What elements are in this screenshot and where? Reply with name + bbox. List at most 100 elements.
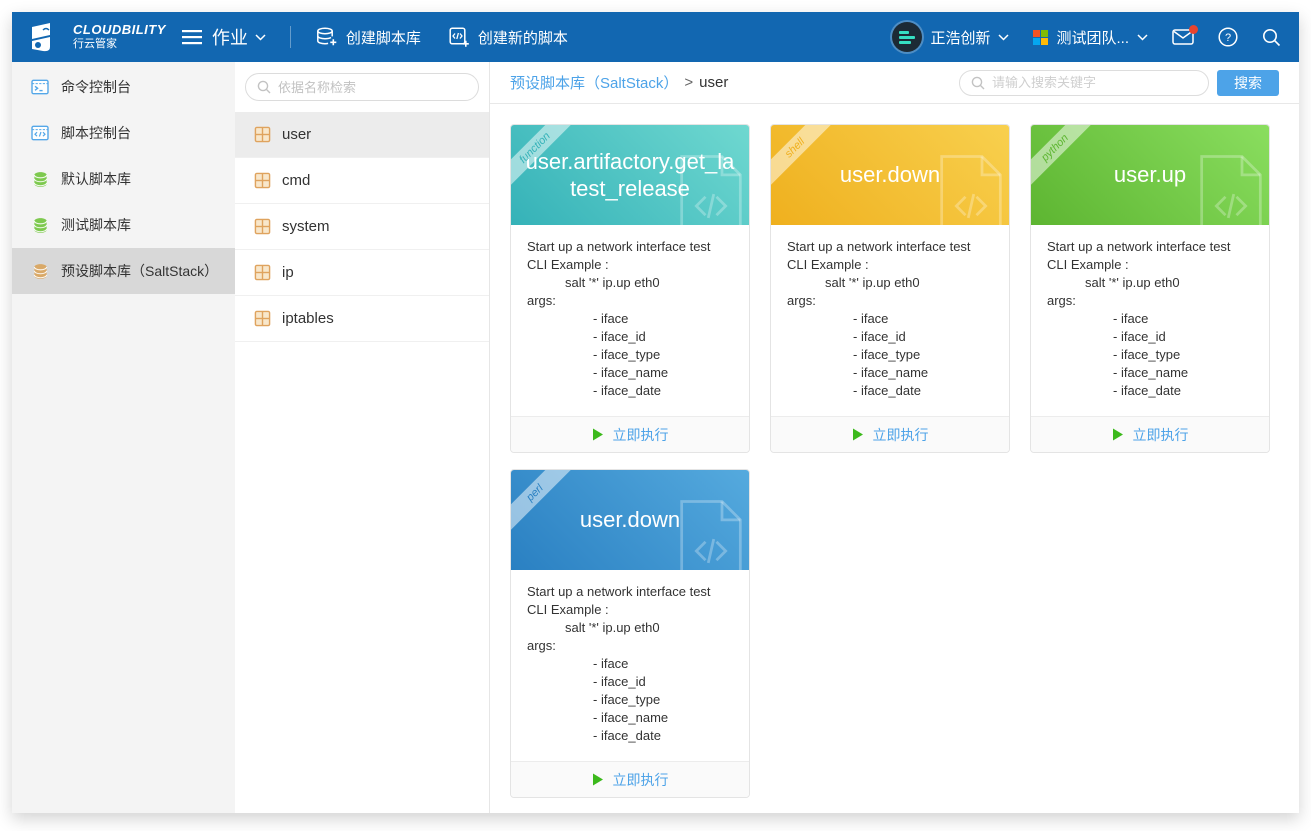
sidebar-item-label: 默认脚本库 [61,171,131,187]
description-line: - iface_name [1113,365,1189,380]
user-dropdown[interactable]: 正浩创新 [892,22,1010,52]
description-line: - iface_id [593,674,646,689]
terminal-icon [31,79,49,95]
description-line: - iface [853,311,889,326]
script-card[interactable]: perl user.down Start up a network interf… [510,469,750,798]
main-panel: 预设脚本库（SaltStack） > user 搜索 function user… [490,62,1299,813]
script-card[interactable]: shell user.down Start up a network inter… [770,124,1010,453]
script-description: Start up a network interface test CLI Exa… [771,225,1009,416]
description-line: Start up a network interface test [527,584,711,599]
team-name: 测试团队... [1056,29,1129,47]
team-logo-icon [1033,29,1049,45]
menu-icon[interactable] [181,29,202,45]
database-icon [31,217,49,234]
script-card-header: shell user.down [771,125,1009,225]
mail-icon[interactable] [1172,25,1198,45]
run-now-button[interactable]: 立即执行 [1031,416,1269,452]
chevron-down-icon [1137,33,1148,41]
description-line: - iface_type [593,692,661,707]
script-file-icon [678,152,744,225]
script-file-icon [678,497,744,570]
description-line: - iface_date [593,728,661,743]
description-line: CLI Example : [527,602,609,617]
grid-icon [254,310,271,327]
chevron-down-icon [255,33,266,41]
script-search-input[interactable] [992,75,1197,90]
sidebar-item-2[interactable]: 脚本控制台 [12,110,235,156]
team-dropdown[interactable]: 测试团队... [1033,27,1148,48]
svg-text:?: ? [1225,32,1231,44]
breadcrumb-separator: > [684,74,694,91]
topbar-divider [289,26,291,48]
module-dropdown[interactable]: 作业 [212,24,266,50]
script-group-list: user cmd system ip iptables [235,112,489,342]
unread-badge [1189,25,1198,34]
script-card-header: function user.artifactory.get_latest_rel… [511,125,749,225]
script-file-icon [938,152,1004,225]
script-search-box[interactable] [959,69,1209,96]
script-group-item[interactable]: system [235,204,489,250]
description-line: CLI Example : [787,257,869,272]
description-line: args: [527,293,556,308]
description-line: - iface_type [853,347,921,362]
language-ribbon: python [1031,125,1098,191]
script-file-icon [1198,152,1264,225]
sidebar-item-4[interactable]: 测试脚本库 [12,202,235,248]
create-script-library-button[interactable]: 创建脚本库 [315,27,421,48]
play-icon [852,428,864,441]
brand-subtitle: 行云管家 [73,38,117,51]
script-card[interactable]: function user.artifactory.get_latest_rel… [510,124,750,453]
description-line: - iface_id [853,329,906,344]
script-group-item[interactable]: ip [235,250,489,296]
description-line: - iface_type [1113,347,1181,362]
description-line: - iface_id [1113,329,1166,344]
breadcrumb-parent-link[interactable]: 预设脚本库（SaltStack） [510,75,679,92]
description-line: - iface_date [1113,383,1181,398]
play-icon [592,773,604,786]
description-line: Start up a network interface test [1047,239,1231,254]
grid-icon [254,264,271,281]
description-line: CLI Example : [1047,257,1129,272]
search-icon[interactable] [1262,28,1281,47]
run-now-button[interactable]: 立即执行 [771,416,1009,452]
brand-logo: CLOUDBILITY 行云管家 [30,22,166,52]
script-group-panel: user cmd system ip iptables [235,62,490,813]
code-console-icon [31,125,49,141]
sidebar-item-5[interactable]: 预设脚本库（SaltStack） [12,248,235,294]
script-group-label: system [282,218,330,235]
description-line: args: [787,293,816,308]
description-line: salt '*' ip.up eth0 [1085,275,1180,290]
sidebar-item-1[interactable]: 命令控制台 [12,64,235,110]
script-group-item[interactable]: iptables [235,296,489,342]
script-description: Start up a network interface test CLI Exa… [511,570,749,761]
sidebar-item-label: 预设脚本库（SaltStack） [61,263,219,279]
help-icon[interactable]: ? [1218,27,1238,47]
script-group-label: cmd [282,172,311,189]
run-now-button[interactable]: 立即执行 [511,416,749,452]
cloudbility-logo-icon [30,22,66,52]
run-now-button[interactable]: 立即执行 [511,761,749,797]
script-group-item[interactable]: cmd [235,158,489,204]
search-button[interactable]: 搜索 [1217,69,1279,96]
script-card[interactable]: python user.up Start up a network interf… [1030,124,1270,453]
chevron-down-icon [998,33,1010,41]
brand-name: CLOUDBILITY [73,22,166,38]
script-title: user.artifactory.get_latest_release [525,148,735,202]
script-group-item[interactable]: user [235,112,489,158]
run-now-label: 立即执行 [612,771,669,788]
sidebar: 命令控制台 脚本控制台 默认脚本库 测试脚本库 预设脚本库（SaltStack） [12,62,235,813]
description-line: args: [1047,293,1076,308]
script-group-label: iptables [282,310,334,327]
description-line: salt '*' ip.up eth0 [565,275,660,290]
script-description: Start up a network interface test CLI Exa… [1031,225,1269,416]
sidebar-item-3[interactable]: 默认脚本库 [12,156,235,202]
description-line: - iface_id [593,329,646,344]
group-search-box[interactable] [245,73,479,101]
module-label: 作业 [211,28,248,48]
run-now-label: 立即执行 [1132,426,1189,443]
create-new-script-button[interactable]: 创建新的脚本 [449,26,568,48]
script-group-label: user [282,126,312,143]
run-now-label: 立即执行 [872,426,929,443]
group-search-input[interactable] [278,79,467,95]
description-line: salt '*' ip.up eth0 [825,275,920,290]
